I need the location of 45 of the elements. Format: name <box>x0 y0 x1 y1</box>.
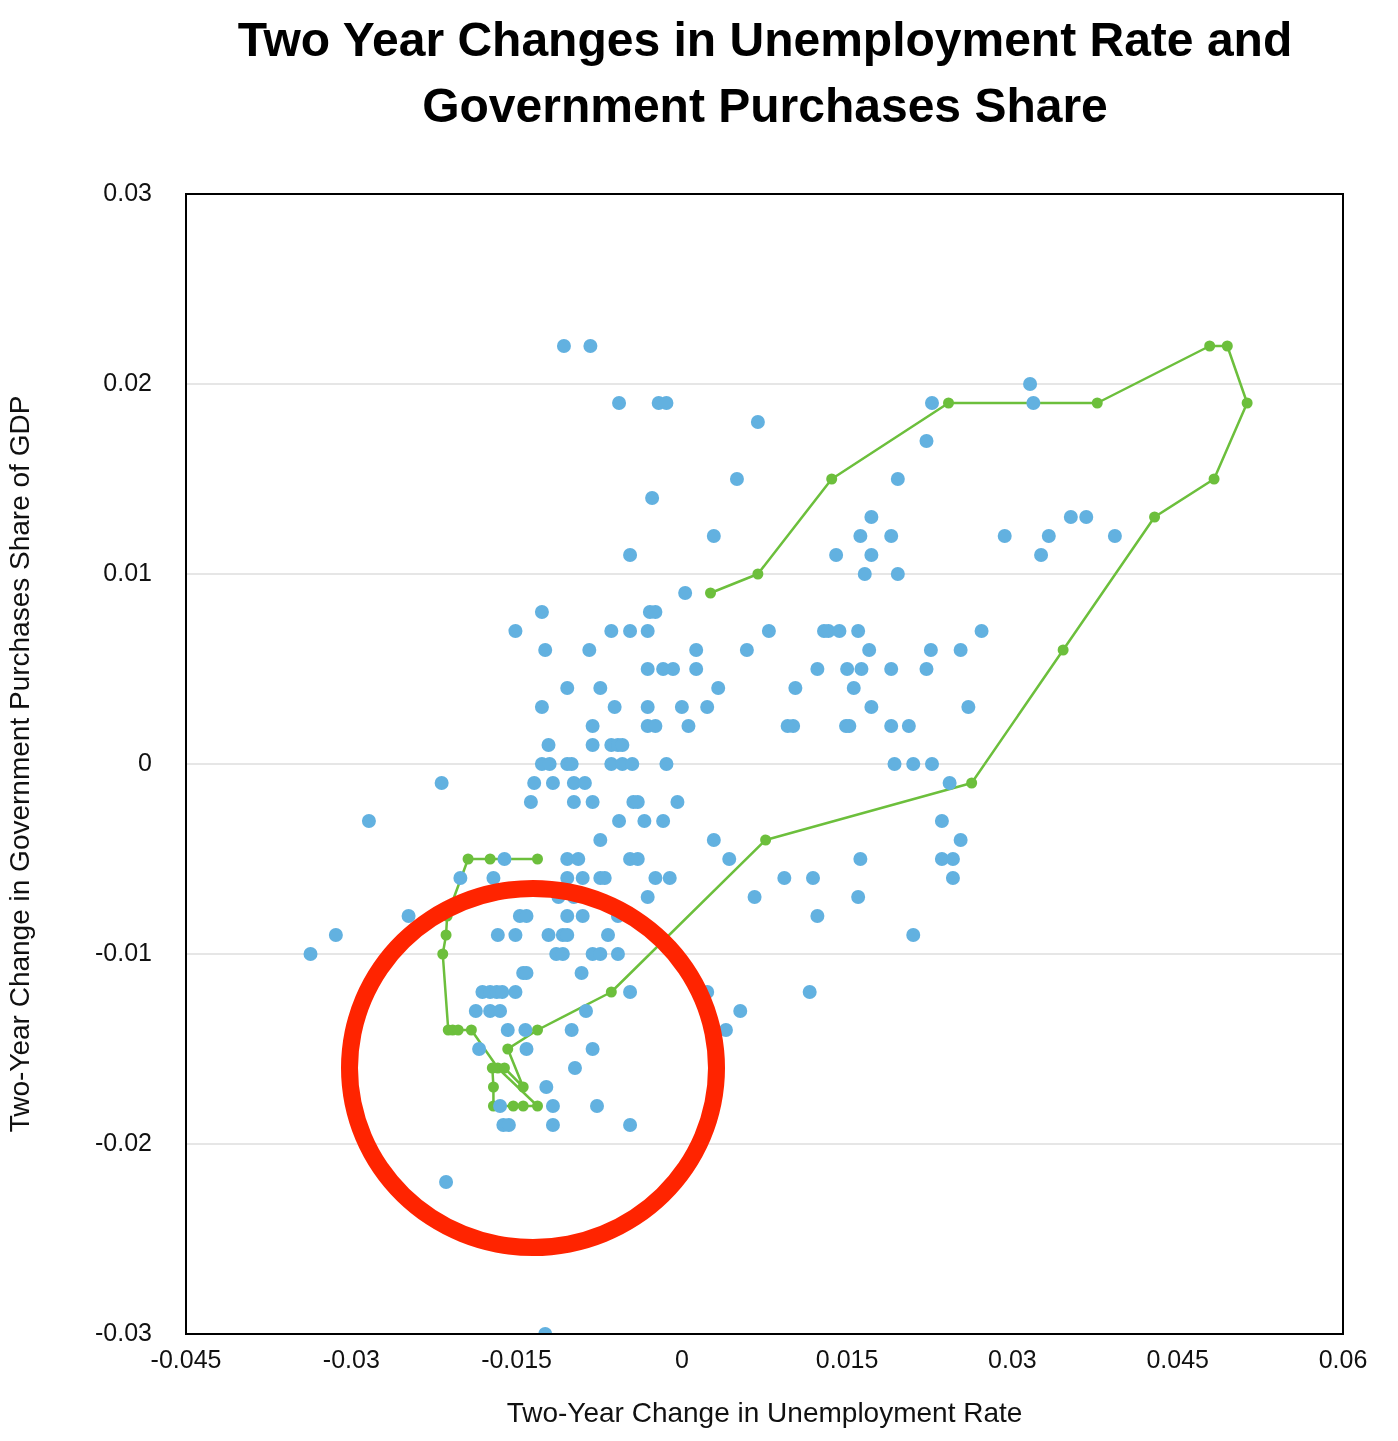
point <box>1221 340 1233 352</box>
point <box>1091 397 1103 409</box>
y-tick-label: 0.03 <box>103 177 152 206</box>
y-tick-label: 0 <box>138 747 152 776</box>
point <box>532 1024 544 1036</box>
x-tick-label: 0.015 <box>815 1344 879 1373</box>
point <box>752 568 764 580</box>
point <box>943 397 955 409</box>
point <box>966 777 978 789</box>
y-tick-label: -0.02 <box>95 1127 152 1156</box>
chart-title: Two Year Changes in Unemployment Rate and Government Purchases Share <box>236 11 1294 134</box>
x-tick-label: -0.015 <box>481 1344 553 1373</box>
point <box>826 473 838 485</box>
point <box>760 834 772 846</box>
point <box>465 1024 477 1036</box>
point <box>605 986 617 998</box>
y-tick-label: -0.01 <box>95 937 152 966</box>
point <box>1241 397 1253 409</box>
y-tick-label: 0.01 <box>103 557 152 586</box>
point <box>487 1081 499 1093</box>
y-tick-label: -0.03 <box>95 1317 152 1346</box>
point <box>502 1043 514 1055</box>
point <box>440 929 452 941</box>
point <box>517 1100 529 1112</box>
x-tick-label: 0.045 <box>1146 1344 1209 1373</box>
point <box>507 1100 519 1112</box>
point <box>1149 511 1161 523</box>
y-tick-label: 0.02 <box>103 367 152 396</box>
x-axis-title: Two-Year Change in Unemployment Rate <box>506 1396 1023 1428</box>
point <box>1057 644 1069 656</box>
y-axis-title: Two-Year Change in Government Purchases Share of GDP <box>3 395 35 1133</box>
point <box>1208 473 1220 485</box>
x-tick-label: -0.03 <box>322 1344 380 1373</box>
x-tick-label: 0.03 <box>988 1344 1037 1373</box>
x-tick-label: -0.045 <box>150 1344 222 1373</box>
point <box>437 948 449 960</box>
point <box>705 587 717 599</box>
point <box>532 1100 544 1112</box>
x-tick-label: 0 <box>674 1344 689 1373</box>
point <box>462 853 474 865</box>
x-tick-label: 0.06 <box>1318 1344 1368 1373</box>
point <box>517 1081 529 1093</box>
point <box>532 853 544 865</box>
point <box>484 853 496 865</box>
point <box>1204 340 1216 352</box>
